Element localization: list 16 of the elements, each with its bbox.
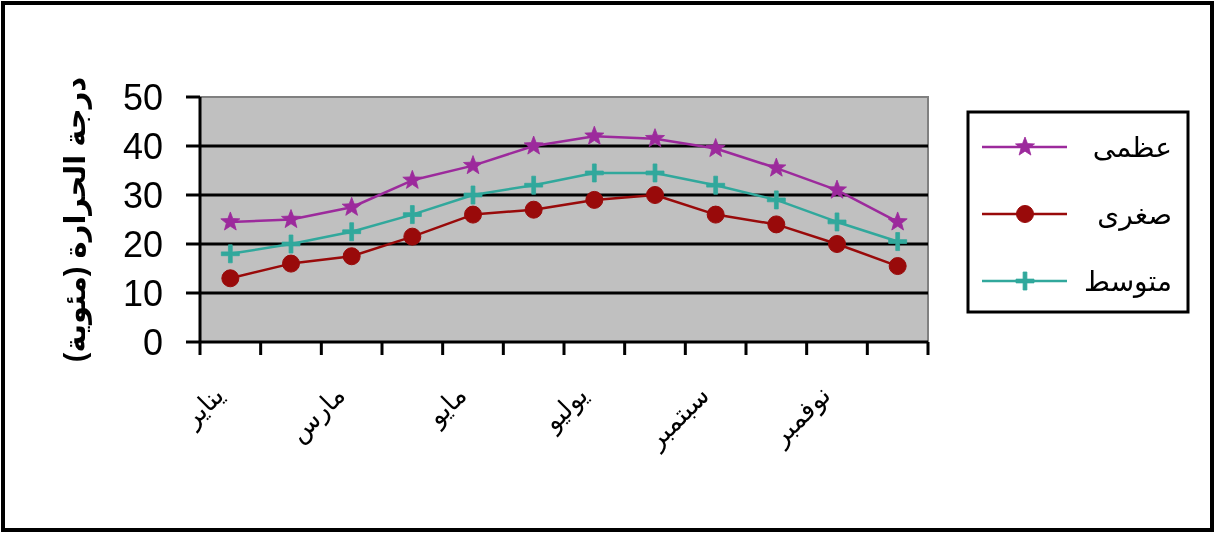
y-tick-label: 40 (122, 125, 163, 167)
x-tick-label: مارس (282, 380, 351, 448)
y-tick-label: 10 (122, 272, 163, 314)
y-tick-label: 20 (122, 223, 163, 265)
x-tick-label: يناير (176, 380, 230, 433)
x-tick-label: مايو (420, 380, 473, 432)
legend-label: متوسط (1084, 265, 1172, 297)
y-tick-label: 30 (122, 174, 163, 216)
legend-label: صغرى (1097, 198, 1172, 230)
x-tick-label: سبتمبر (640, 380, 715, 455)
y-axis-title: درجة الحرارة (مئوية) (59, 76, 91, 363)
y-tick-label: 0 (142, 321, 163, 363)
y-tick-label: 50 (122, 76, 163, 118)
x-tick-label: يوليو (537, 380, 594, 437)
x-tick-label: نوفمبر (765, 380, 837, 451)
legend-label: عظمى (1092, 131, 1172, 163)
